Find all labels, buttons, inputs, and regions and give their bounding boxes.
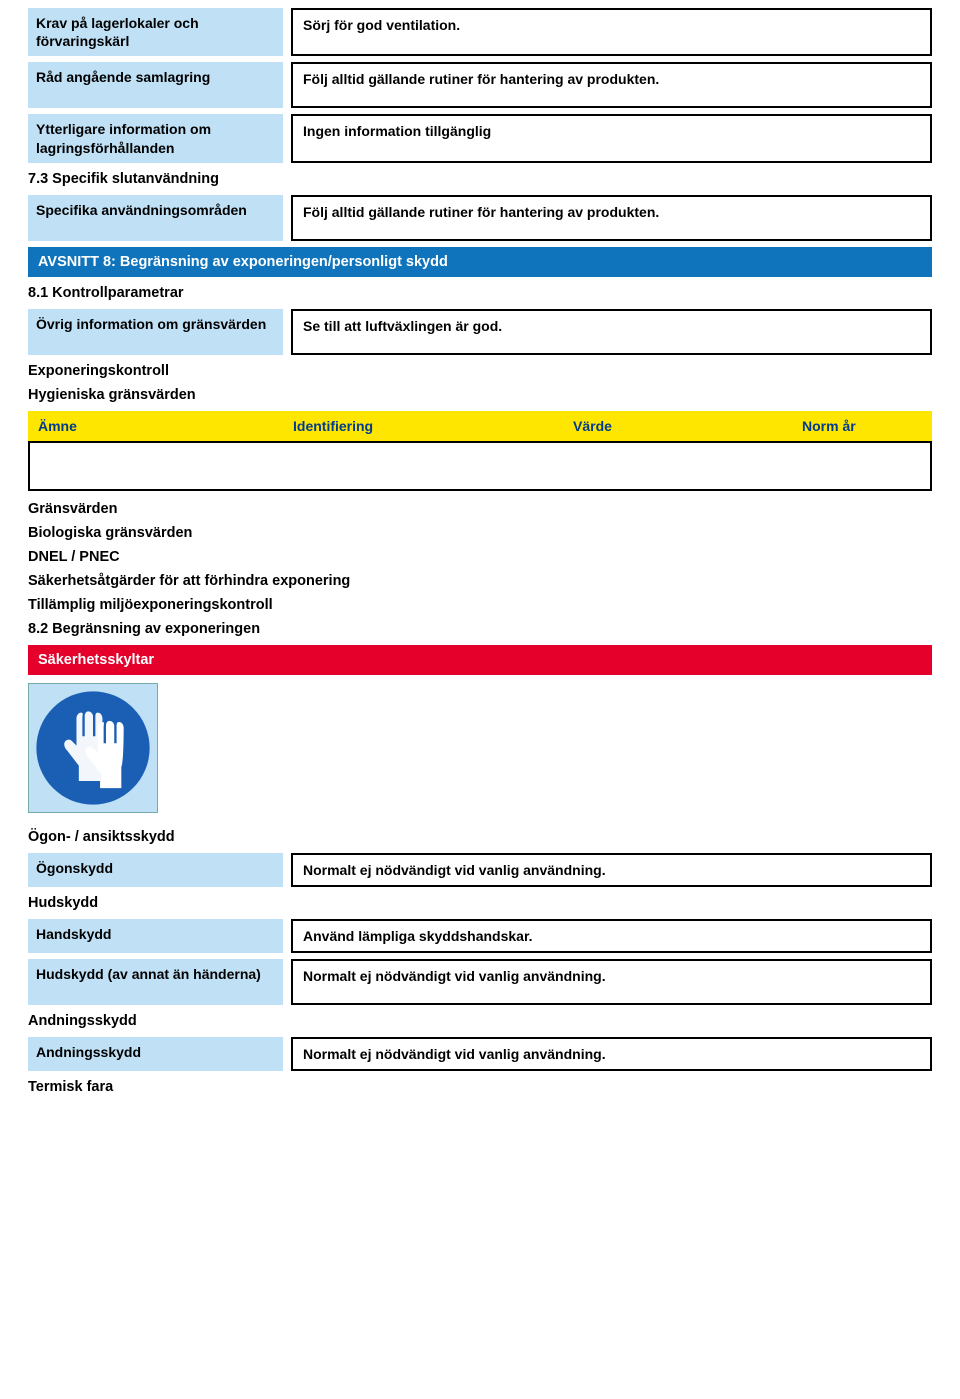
field-value: Normalt ej nödvändigt vid vanlig användn… <box>291 959 932 1005</box>
safety-sign-gloves <box>28 683 158 813</box>
table-header-varde: Värde <box>573 418 802 434</box>
section-heading-8-1: 8.1 Kontrollparametrar <box>28 285 932 301</box>
field-row: Övrig information om gränsvärden Se till… <box>28 309 932 355</box>
heading-andningsskydd: Andningsskydd <box>28 1013 932 1029</box>
field-label: Specifika användningsområden <box>28 195 283 241</box>
table-header-identifiering: Identifiering <box>293 418 573 434</box>
field-value: Normalt ej nödvändigt vid vanlig användn… <box>291 1037 932 1071</box>
heading-ogon-ansikt: Ögon- / ansiktsskydd <box>28 829 932 845</box>
subheading: DNEL / PNEC <box>28 549 932 565</box>
field-value: Normalt ej nödvändigt vid vanlig användn… <box>291 853 932 887</box>
table-body-empty <box>28 441 932 491</box>
field-value: Följ alltid gällande rutiner för hanteri… <box>291 195 932 241</box>
field-row: Råd angående samlagring Följ alltid gäll… <box>28 62 932 108</box>
field-row: Krav på lagerlokaler och förvaringskärl … <box>28 8 932 56</box>
field-label: Hudskydd (av annat än händerna) <box>28 959 283 1005</box>
subheading: Tillämplig miljöexponeringskontroll <box>28 597 932 613</box>
field-label: Ytterligare information om lagringsförhå… <box>28 114 283 162</box>
section-bar-avsnitt8: AVSNITT 8: Begränsning av exponeringen/p… <box>28 247 932 277</box>
field-value: Ingen information tillgänglig <box>291 114 932 162</box>
section-heading-8-2: 8.2 Begränsning av exponeringen <box>28 621 932 637</box>
field-row: Specifika användningsområden Följ alltid… <box>28 195 932 241</box>
section-bar-sakerhetsskyltar: Säkerhetsskyltar <box>28 645 932 675</box>
field-row: Ytterligare information om lagringsförhå… <box>28 114 932 162</box>
subheading: Gränsvärden <box>28 501 932 517</box>
section-heading-7-3: 7.3 Specifik slutanvändning <box>28 171 932 187</box>
field-value: Sörj för god ventilation. <box>291 8 932 56</box>
field-row: Andningsskydd Normalt ej nödvändigt vid … <box>28 1037 932 1071</box>
heading-hygieniska: Hygieniska gränsvärden <box>28 387 932 403</box>
subheading: Säkerhetsåtgärder för att förhindra expo… <box>28 573 932 589</box>
field-value: Följ alltid gällande rutiner för hanteri… <box>291 62 932 108</box>
field-label: Ögonskydd <box>28 853 283 887</box>
field-row: Hudskydd (av annat än händerna) Normalt … <box>28 959 932 1005</box>
field-value: Se till att luftväxlingen är god. <box>291 309 932 355</box>
table-header-norm: Norm år <box>802 418 922 434</box>
heading-hudskydd: Hudskydd <box>28 895 932 911</box>
field-label: Krav på lagerlokaler och förvaringskärl <box>28 8 283 56</box>
table-header-row: Ämne Identifiering Värde Norm år <box>28 411 932 441</box>
field-label: Övrig information om gränsvärden <box>28 309 283 355</box>
field-label: Handskydd <box>28 919 283 953</box>
field-value: Använd lämpliga skyddshandskar. <box>291 919 932 953</box>
subheading: Biologiska gränsvärden <box>28 525 932 541</box>
field-row: Handskydd Använd lämpliga skyddshandskar… <box>28 919 932 953</box>
table-header-amne: Ämne <box>38 418 293 434</box>
field-row: Ögonskydd Normalt ej nödvändigt vid vanl… <box>28 853 932 887</box>
heading-termisk-fara: Termisk fara <box>28 1079 932 1095</box>
field-label: Råd angående samlagring <box>28 62 283 108</box>
heading-exponeringskontroll: Exponeringskontroll <box>28 363 932 379</box>
field-label: Andningsskydd <box>28 1037 283 1071</box>
mandatory-gloves-icon <box>34 689 152 807</box>
